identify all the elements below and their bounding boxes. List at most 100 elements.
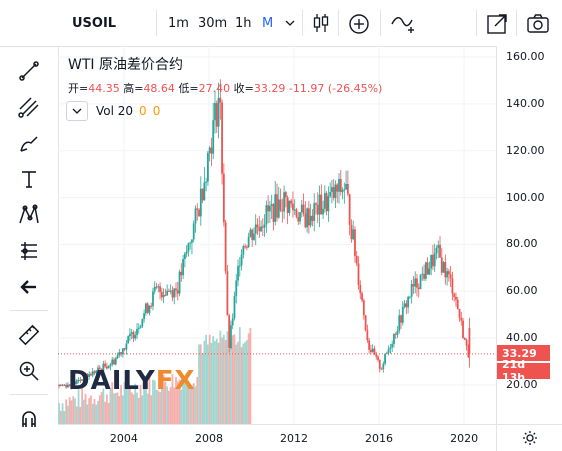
trend-line-tool-icon[interactable] [14, 56, 44, 86]
candle-body[interactable] [439, 244, 441, 258]
candle-body[interactable] [430, 254, 433, 269]
candle-body[interactable] [120, 352, 122, 355]
candle-body[interactable] [102, 363, 105, 372]
candle-body[interactable] [286, 197, 289, 213]
candle-body[interactable] [201, 188, 204, 201]
candle-body[interactable] [433, 253, 436, 267]
candle-body[interactable] [224, 222, 227, 272]
candle-body[interactable] [215, 103, 218, 127]
candle-body[interactable] [237, 266, 239, 281]
candle-body[interactable] [196, 208, 199, 210]
ruler-icon[interactable] [14, 320, 44, 350]
candle-body[interactable] [417, 287, 420, 290]
candle-body[interactable] [208, 147, 211, 153]
candle-body[interactable] [281, 210, 284, 212]
candle-body[interactable] [354, 229, 356, 256]
candle-body[interactable] [272, 204, 275, 222]
candle-body[interactable] [334, 184, 337, 199]
candle-body[interactable] [343, 189, 346, 191]
candle-body[interactable] [141, 318, 144, 327]
candle-body[interactable] [292, 203, 294, 211]
candle-body[interactable] [139, 326, 142, 328]
chart-pane[interactable] [58, 46, 496, 424]
brush-tool-icon[interactable] [14, 128, 44, 158]
candle-body[interactable] [251, 229, 254, 240]
candle-body[interactable] [199, 188, 202, 217]
candle-body[interactable] [70, 385, 73, 388]
candle-body[interactable] [366, 330, 369, 341]
candle-body[interactable] [267, 205, 270, 212]
measure-tool-icon[interactable] [14, 236, 44, 266]
candle-body[interactable] [106, 366, 108, 369]
candle-body[interactable] [244, 246, 247, 248]
candle-body[interactable] [393, 333, 395, 345]
candle-body[interactable] [182, 259, 184, 276]
pattern-tool-icon[interactable] [14, 200, 44, 230]
candle-body[interactable] [442, 262, 445, 273]
candle-body[interactable] [113, 359, 115, 365]
interval-1m[interactable]: 1m [168, 15, 189, 31]
candle-body[interactable] [318, 194, 321, 215]
candle-body[interactable] [458, 308, 461, 318]
candle-body[interactable] [129, 333, 131, 337]
candle-body[interactable] [403, 303, 406, 307]
candle-body[interactable] [290, 200, 293, 204]
candle-body[interactable] [313, 203, 316, 221]
candle-body[interactable] [261, 226, 264, 228]
candle-body[interactable] [370, 349, 372, 353]
candle-body[interactable] [127, 336, 130, 344]
candle-body[interactable] [423, 273, 425, 279]
candle-body[interactable] [401, 306, 404, 323]
candle-body[interactable] [315, 203, 317, 205]
candle-body[interactable] [144, 303, 147, 314]
candle-body[interactable] [327, 196, 330, 212]
candle-body[interactable] [440, 257, 443, 273]
candle-body[interactable] [160, 291, 163, 298]
candle-body[interactable] [380, 368, 383, 370]
candle-body[interactable] [97, 367, 99, 371]
candle-body[interactable] [136, 329, 138, 336]
candle-body[interactable] [316, 204, 319, 215]
candle-body[interactable] [67, 384, 69, 388]
candle-body[interactable] [164, 295, 167, 297]
candle-body[interactable] [125, 343, 128, 350]
candle-body[interactable] [249, 229, 252, 237]
candle-body[interactable] [217, 97, 220, 127]
candle-body[interactable] [368, 340, 371, 350]
candle-body[interactable] [189, 242, 192, 244]
candle-body[interactable] [152, 291, 154, 307]
candle-body[interactable] [109, 364, 112, 367]
candle-body[interactable] [79, 379, 82, 381]
candle-body[interactable] [412, 284, 415, 287]
fib-tool-icon[interactable] [14, 92, 44, 122]
open-external-icon[interactable] [486, 13, 508, 35]
candle-body[interactable] [95, 370, 98, 374]
candle-body[interactable] [407, 296, 410, 308]
candle-body[interactable] [446, 271, 448, 278]
candle-body[interactable] [143, 313, 146, 319]
candle-body[interactable] [396, 330, 399, 335]
candle-body[interactable] [391, 344, 394, 348]
candle-body[interactable] [306, 208, 309, 228]
candle-body[interactable] [304, 213, 307, 228]
candle-body[interactable] [104, 363, 107, 367]
candle-body[interactable] [419, 274, 422, 290]
candle-body[interactable] [405, 303, 408, 308]
candle-body[interactable] [299, 212, 301, 222]
candle-body[interactable] [389, 347, 392, 349]
candle-body[interactable] [210, 147, 213, 154]
last-candle-body[interactable] [468, 327, 471, 354]
candle-body[interactable] [398, 315, 401, 331]
candle-body[interactable] [462, 320, 464, 338]
candle-body[interactable] [173, 288, 176, 298]
candle-body[interactable] [206, 152, 209, 182]
candle-body[interactable] [467, 345, 470, 358]
symbol-search[interactable]: USOIL [72, 15, 117, 31]
candle-body[interactable] [265, 205, 268, 225]
candle-body[interactable] [322, 208, 324, 215]
time-axis[interactable]: 2004 2008 2012 2016 2020 [58, 424, 496, 451]
candle-body[interactable] [297, 216, 300, 222]
candle-body[interactable] [449, 274, 452, 279]
candle-body[interactable] [240, 254, 243, 266]
candle-body[interactable] [168, 290, 170, 292]
